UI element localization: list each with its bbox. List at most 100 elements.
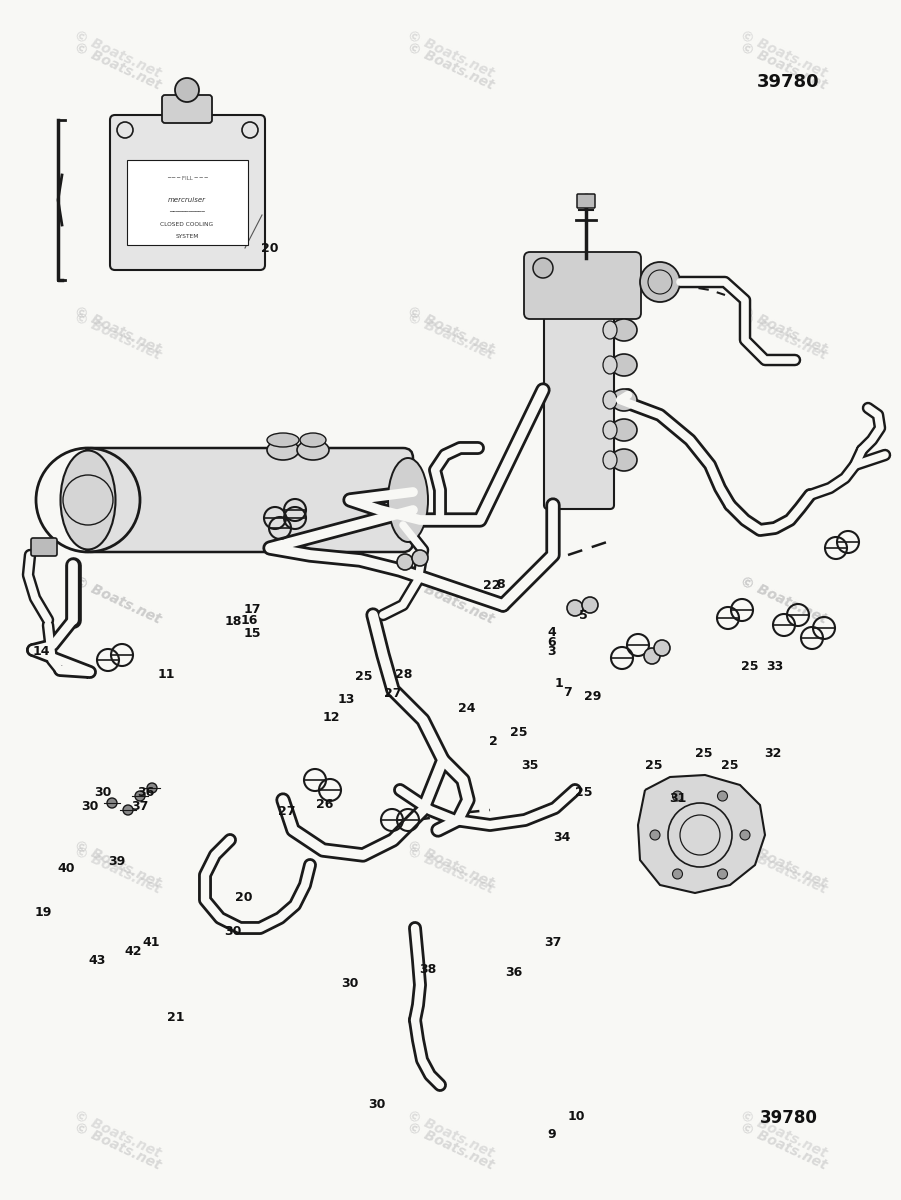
Text: © Boats.net: © Boats.net xyxy=(71,574,163,626)
Text: 39780: 39780 xyxy=(757,72,820,90)
Circle shape xyxy=(650,830,660,840)
Text: 25: 25 xyxy=(355,671,373,683)
Circle shape xyxy=(717,791,727,802)
Ellipse shape xyxy=(603,391,617,409)
Ellipse shape xyxy=(300,433,326,446)
Text: 22: 22 xyxy=(483,580,501,592)
Text: 30: 30 xyxy=(341,978,359,990)
FancyBboxPatch shape xyxy=(162,95,212,122)
Ellipse shape xyxy=(611,354,637,376)
Text: 1: 1 xyxy=(554,678,563,690)
Text: © Boats.net: © Boats.net xyxy=(738,838,830,890)
FancyBboxPatch shape xyxy=(110,115,265,270)
Text: 16: 16 xyxy=(241,614,259,626)
FancyBboxPatch shape xyxy=(544,306,614,509)
Text: 27: 27 xyxy=(278,805,296,817)
Text: 36: 36 xyxy=(137,786,155,798)
Circle shape xyxy=(582,596,598,613)
Text: 37: 37 xyxy=(544,936,562,948)
Text: © Boats.net: © Boats.net xyxy=(405,28,496,80)
Text: 26: 26 xyxy=(315,798,333,810)
Text: © Boats.net: © Boats.net xyxy=(405,40,496,92)
Ellipse shape xyxy=(60,450,115,550)
Text: 43: 43 xyxy=(88,954,106,966)
Text: CLOSED COOLING: CLOSED COOLING xyxy=(160,222,214,228)
Text: 7: 7 xyxy=(563,686,572,698)
Circle shape xyxy=(123,805,133,815)
Text: 25: 25 xyxy=(510,726,528,738)
Text: © Boats.net: © Boats.net xyxy=(405,574,496,626)
Ellipse shape xyxy=(611,319,637,341)
Circle shape xyxy=(107,798,117,808)
Text: © Boats.net: © Boats.net xyxy=(738,1108,830,1160)
Circle shape xyxy=(717,869,727,878)
Text: 9: 9 xyxy=(547,1128,556,1140)
Circle shape xyxy=(580,196,592,208)
Ellipse shape xyxy=(603,320,617,338)
Ellipse shape xyxy=(267,440,299,460)
Text: 13: 13 xyxy=(337,694,355,706)
Circle shape xyxy=(654,640,670,656)
Circle shape xyxy=(640,262,680,302)
Text: 41: 41 xyxy=(142,936,160,948)
Text: ───────────: ─────────── xyxy=(169,210,205,216)
Text: mercruiser: mercruiser xyxy=(168,197,206,203)
Circle shape xyxy=(147,782,157,793)
Ellipse shape xyxy=(388,458,428,542)
Text: © Boats.net: © Boats.net xyxy=(71,28,163,80)
Text: 15: 15 xyxy=(243,628,261,640)
Text: 40: 40 xyxy=(58,863,76,875)
Text: 36: 36 xyxy=(505,966,523,978)
Text: 34: 34 xyxy=(553,832,571,844)
Text: 25: 25 xyxy=(645,760,663,772)
Text: 39: 39 xyxy=(108,856,126,868)
Text: 25: 25 xyxy=(695,748,713,760)
Circle shape xyxy=(175,78,199,102)
Ellipse shape xyxy=(267,433,299,446)
Text: 30: 30 xyxy=(94,786,112,798)
Circle shape xyxy=(135,791,145,802)
FancyBboxPatch shape xyxy=(577,194,595,208)
Text: 24: 24 xyxy=(458,702,476,714)
Ellipse shape xyxy=(611,389,637,410)
Ellipse shape xyxy=(297,440,329,460)
Text: © Boats.net: © Boats.net xyxy=(71,310,163,362)
Text: © Boats.net: © Boats.net xyxy=(738,574,830,626)
Text: © Boats.net: © Boats.net xyxy=(738,844,830,896)
Text: © Boats.net: © Boats.net xyxy=(738,1120,830,1172)
Text: 17: 17 xyxy=(243,604,261,616)
FancyBboxPatch shape xyxy=(31,538,57,556)
Text: 8: 8 xyxy=(496,578,505,590)
Text: 25: 25 xyxy=(721,760,739,772)
PathPatch shape xyxy=(638,775,765,893)
Text: © Boats.net: © Boats.net xyxy=(71,574,163,626)
Ellipse shape xyxy=(611,419,637,440)
Text: 11: 11 xyxy=(158,668,176,680)
Text: © Boats.net: © Boats.net xyxy=(738,28,830,80)
Text: 18: 18 xyxy=(224,616,242,628)
Text: 25: 25 xyxy=(575,786,593,798)
Text: © Boats.net: © Boats.net xyxy=(71,40,163,92)
Text: 35: 35 xyxy=(521,760,539,772)
Text: © Boats.net: © Boats.net xyxy=(71,304,163,356)
Text: © Boats.net: © Boats.net xyxy=(71,838,163,890)
Text: 4: 4 xyxy=(547,626,556,638)
Text: 10: 10 xyxy=(568,1110,586,1122)
Text: ─ ─ ─ FILL ─ ─ ─: ─ ─ ─ FILL ─ ─ ─ xyxy=(167,175,207,180)
Text: 12: 12 xyxy=(323,712,341,724)
Text: © Boats.net: © Boats.net xyxy=(405,844,496,896)
Text: © Boats.net: © Boats.net xyxy=(405,1108,496,1160)
Text: 42: 42 xyxy=(124,946,142,958)
Text: 30: 30 xyxy=(223,925,241,937)
Text: 38: 38 xyxy=(419,964,437,976)
Circle shape xyxy=(740,830,750,840)
Ellipse shape xyxy=(603,356,617,374)
Text: 30: 30 xyxy=(81,800,99,812)
Text: © Boats.net: © Boats.net xyxy=(738,574,830,626)
Text: 21: 21 xyxy=(167,1012,185,1024)
Text: © Boats.net: © Boats.net xyxy=(738,310,830,362)
Ellipse shape xyxy=(603,451,617,469)
Text: © Boats.net: © Boats.net xyxy=(71,1108,163,1160)
Text: 30: 30 xyxy=(368,1098,386,1110)
Text: 3: 3 xyxy=(547,646,556,658)
